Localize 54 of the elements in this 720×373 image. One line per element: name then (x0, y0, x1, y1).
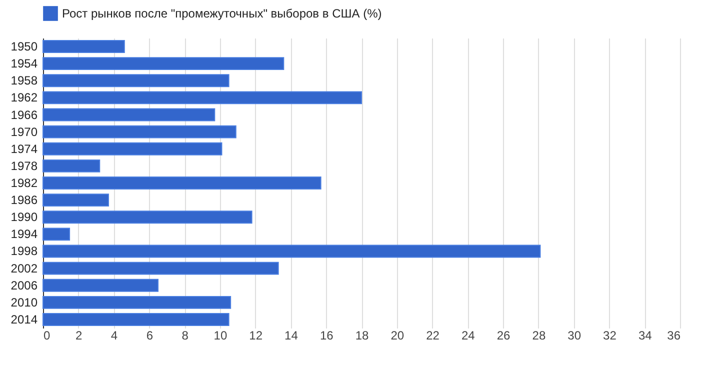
x-tick-label: 12 (249, 328, 263, 342)
y-tick-label: 1978 (10, 158, 38, 173)
y-tick-label: 1998 (10, 244, 38, 258)
bar (42, 57, 284, 70)
legend-label: Рост рынков после "промежуточных" выборов в США (%) (62, 6, 382, 20)
x-tick-label: 2 (76, 328, 83, 342)
bar (42, 176, 322, 190)
bar (42, 244, 541, 258)
bar (42, 262, 279, 275)
bar (42, 142, 222, 156)
y-tick-label: 1954 (10, 56, 38, 71)
x-tick-label: 34 (638, 328, 652, 342)
bar (42, 228, 70, 241)
x-tick-label: 10 (214, 328, 228, 342)
x-tick-label: 22 (426, 328, 440, 342)
bar (42, 296, 232, 309)
y-tick-label: 1994 (10, 227, 38, 242)
y-tick-label: 1982 (10, 176, 38, 190)
x-tick-label: 0 (44, 328, 50, 342)
y-tick-label: 1970 (10, 124, 38, 139)
y-tick-label: 1986 (10, 193, 38, 208)
x-tick-label: 30 (568, 328, 582, 342)
x-tick-label: 6 (146, 328, 154, 342)
y-tick-label: 2006 (10, 278, 38, 292)
x-tick-label: 8 (182, 328, 189, 342)
x-tick-label: 32 (603, 328, 617, 342)
x-tick-label: 16 (320, 328, 334, 342)
bar (42, 278, 159, 292)
bar (42, 40, 125, 53)
bar (42, 125, 236, 138)
bar (42, 194, 109, 207)
y-tick-label: 2010 (10, 295, 38, 310)
y-tick-label: 1958 (10, 74, 38, 88)
x-tick-label: 28 (532, 328, 546, 342)
x-tick-label: 4 (110, 328, 118, 342)
y-tick-label: 1966 (10, 108, 38, 122)
bar (42, 91, 362, 104)
x-tick-label: 24 (461, 328, 476, 342)
x-tick-label: 18 (355, 328, 369, 342)
x-tick-label: 20 (390, 328, 404, 342)
y-tick-label: 1950 (10, 40, 38, 54)
bar (42, 159, 100, 172)
x-tick-label: 26 (496, 328, 511, 342)
y-tick-label: 1962 (10, 90, 38, 105)
bar (42, 210, 252, 224)
y-tick-label: 2014 (10, 312, 38, 326)
y-tick-label: 1990 (10, 210, 38, 224)
x-tick-label: 36 (667, 328, 681, 342)
bar (42, 74, 230, 88)
x-tick-label: 14 (284, 328, 298, 342)
bar (42, 108, 216, 122)
y-tick-label: 2002 (10, 261, 38, 276)
bar (42, 313, 230, 326)
y-tick-label: 1974 (10, 142, 38, 156)
